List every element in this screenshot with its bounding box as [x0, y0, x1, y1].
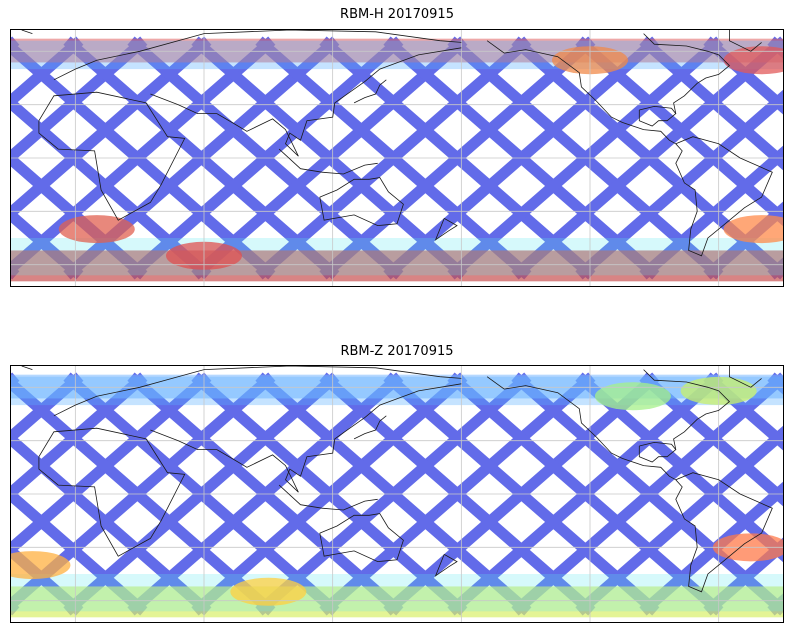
orbit-track-ascending [703, 537, 783, 616]
map-canvas-top [11, 30, 783, 286]
map-canvas-bottom [11, 366, 783, 622]
south-high-latitude-band [11, 250, 783, 282]
orbit-track-descending [703, 36, 783, 115]
orbit-track-ascending [11, 372, 84, 445]
value-hotspot [11, 551, 71, 580]
orbit-track-ascending [11, 36, 84, 109]
orbit-track-descending [11, 488, 148, 616]
value-hotspot [58, 215, 135, 244]
orbit-track-ascending [11, 372, 148, 500]
value-hotspot [723, 46, 783, 75]
value-hotspot [594, 382, 671, 411]
graticule [11, 366, 783, 622]
panel-title-top: RBM-H 20170915 [340, 7, 454, 22]
panel-title-bottom: RBM-Z 20170915 [340, 344, 454, 359]
coastlines [21, 30, 773, 257]
value-hotspot [230, 577, 307, 606]
value-hotspot [723, 215, 783, 244]
map-panel-top [10, 29, 784, 287]
south-high-latitude-band [11, 586, 783, 618]
graticule [11, 30, 783, 286]
map-panel-bottom [10, 365, 784, 623]
coastlines [21, 366, 773, 593]
orbit-track-ascending [11, 36, 148, 164]
orbit-track-descending [703, 372, 783, 451]
orbit-track-descending [11, 207, 84, 280]
